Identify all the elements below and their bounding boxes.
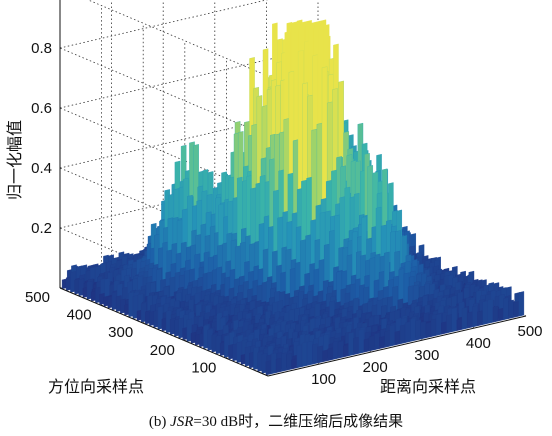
surface-spike (410, 317, 416, 342)
surface-chart: 0.20.40.60.81.01002003004005001002003004… (5, 0, 543, 396)
surface-spike (425, 322, 432, 339)
grid-line (87, 0, 269, 77)
surface-spike (115, 295, 122, 313)
surface-spike (420, 321, 427, 340)
grid-line (59, 47, 269, 137)
x-tick-label: 100 (311, 371, 336, 388)
surface-spike (120, 298, 126, 314)
surface-spike (261, 352, 268, 374)
surface-spike (211, 333, 218, 353)
surface-spike (430, 318, 437, 337)
surface-spike (291, 358, 298, 370)
y-tick-label: 500 (25, 289, 50, 306)
surface-spike (281, 352, 287, 372)
surface-spike (70, 271, 76, 293)
surface-spike (353, 336, 359, 355)
surface-spike (358, 328, 365, 354)
y-tick-label: 300 (108, 324, 133, 341)
surface-spike (503, 297, 509, 321)
surface-spike (286, 352, 292, 371)
surface-spike (296, 344, 303, 369)
surface-spike (374, 332, 380, 351)
y-tick-label: 400 (67, 307, 92, 324)
surface-spike (317, 345, 323, 364)
x-axis (267, 315, 527, 377)
surface-spike (513, 301, 519, 318)
surface-spike (86, 280, 93, 300)
grid-line (59, 107, 269, 197)
caption-variable: JSR (170, 414, 194, 430)
surface-spike (368, 335, 375, 352)
z-tick-label: 0.2 (31, 220, 52, 237)
surface-spike (343, 344, 349, 358)
surface-spike (456, 318, 463, 331)
surface-spike (301, 341, 308, 367)
x-axis-label: 距离向采样点 (380, 377, 476, 396)
x-tick-label: 200 (363, 359, 388, 376)
surface-spike (165, 309, 172, 334)
surface-spike (140, 302, 147, 323)
surface-spike (270, 352, 277, 375)
surface-spike (461, 307, 468, 330)
surface-spike (157, 305, 164, 330)
surface-spike (451, 307, 457, 333)
surface-spike (379, 336, 385, 349)
surface-spike (472, 305, 478, 328)
caption-prefix: (b) (148, 414, 171, 430)
y-axis-label: 方位向采样点 (48, 377, 144, 396)
surface-spike (415, 319, 421, 341)
surface-spike (399, 324, 406, 345)
z-tick-label: 0.4 (31, 160, 52, 177)
surface-spike (128, 291, 135, 318)
y-tick-label: 100 (191, 359, 216, 376)
surface-spike (348, 331, 354, 357)
x-tick-label: 400 (466, 335, 491, 352)
surface-spike (492, 305, 499, 323)
surface-spike (467, 311, 473, 329)
grid-line (59, 0, 269, 49)
surface-spike (508, 299, 514, 319)
surface-spike (405, 321, 411, 343)
surface-spike (78, 278, 85, 297)
surface-spike (446, 314, 452, 334)
surface-spike (203, 324, 209, 349)
y-axis (59, 287, 269, 377)
x-tick-label: 300 (414, 347, 439, 364)
surface-spike (518, 291, 525, 317)
surface-spike (307, 340, 313, 366)
surface-spike (207, 328, 214, 351)
axes (59, 0, 527, 377)
surface-spike (482, 300, 488, 325)
surface-spike (265, 360, 272, 376)
surface-spike (338, 340, 344, 359)
surface-spike (436, 313, 442, 336)
tick-labels: 0.20.40.60.81.01002003004005001002003004… (25, 40, 543, 388)
surface-spike (363, 338, 370, 353)
surface-spike (327, 347, 334, 361)
z-tick-label: 0.8 (31, 40, 52, 57)
surface-spike (477, 310, 483, 327)
surface-bars (61, 19, 525, 376)
surface-spike (253, 346, 259, 371)
surface-spike (276, 357, 282, 373)
surface-spike (441, 321, 447, 335)
surface-spike (332, 340, 339, 360)
surface-spike (312, 343, 318, 365)
figure-caption: (b) JSR=30 dB时，二维压缩后成像结果 (0, 410, 552, 431)
z-tick-label: 0.6 (31, 100, 52, 117)
surface-spike (322, 349, 328, 363)
surface-spike (186, 318, 193, 342)
x-tick-label: 500 (517, 323, 542, 340)
surface-spike (487, 298, 494, 324)
surface-spike (497, 307, 504, 322)
surface-spike (389, 324, 396, 347)
z-axis-label: 归一化幅值 (5, 120, 24, 200)
surface-spike (215, 334, 222, 355)
surface-spike (384, 330, 390, 348)
surface-spike (257, 351, 263, 372)
caption-text: =30 dB时，二维压缩后成像结果 (193, 414, 404, 430)
surface-spike (394, 330, 401, 346)
y-tick-label: 200 (150, 342, 175, 359)
